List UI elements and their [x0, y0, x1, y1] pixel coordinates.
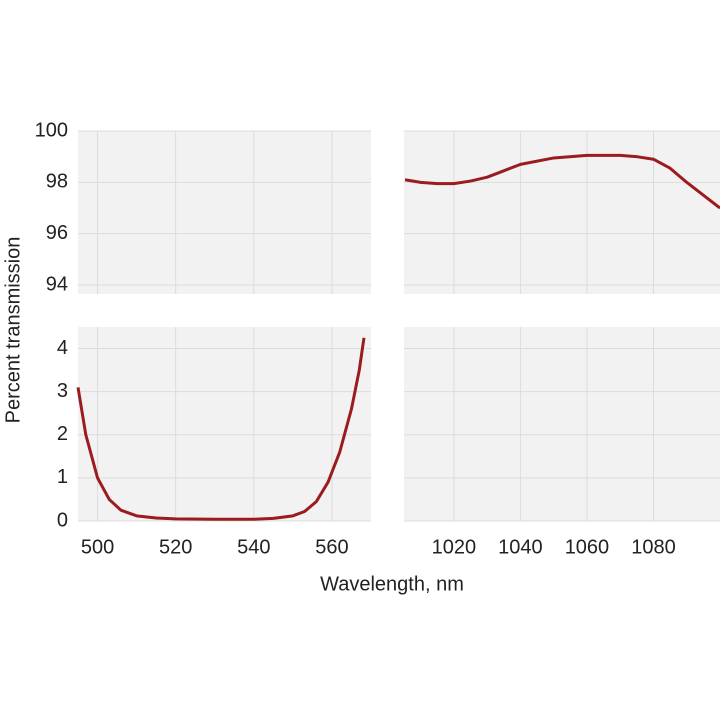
- plot-panel: [404, 131, 720, 294]
- y-tick-label: 98: [46, 171, 68, 193]
- x-tick-label: 1020: [432, 536, 477, 558]
- y-tick-label: 100: [35, 119, 68, 141]
- x-tick-label: 500: [81, 536, 114, 558]
- y-tick-label: 3: [57, 380, 68, 402]
- x-axis-label: Wavelength, nm: [320, 573, 464, 595]
- data-line: [404, 153, 720, 210]
- x-tick-label: 560: [315, 536, 348, 558]
- y-tick-label: 0: [57, 509, 68, 531]
- plot-panel: [404, 327, 720, 521]
- x-tick-label: 520: [159, 536, 192, 558]
- x-tick-label: 1040: [498, 536, 543, 558]
- y-axis-label: Percent transmission: [2, 237, 24, 424]
- y-tick-label: 2: [57, 423, 68, 445]
- y-tick-label: 4: [57, 337, 68, 359]
- x-tick-label: 1060: [565, 536, 610, 558]
- data-line: [76, 337, 366, 521]
- plot-panel: [78, 327, 371, 521]
- y-tick-label: 96: [46, 222, 68, 244]
- y-tick-label: 94: [46, 273, 68, 295]
- x-tick-label: 1080: [631, 536, 676, 558]
- y-tick-label: 1: [57, 466, 68, 488]
- x-tick-label: 540: [237, 536, 270, 558]
- plot-panel: [78, 131, 371, 294]
